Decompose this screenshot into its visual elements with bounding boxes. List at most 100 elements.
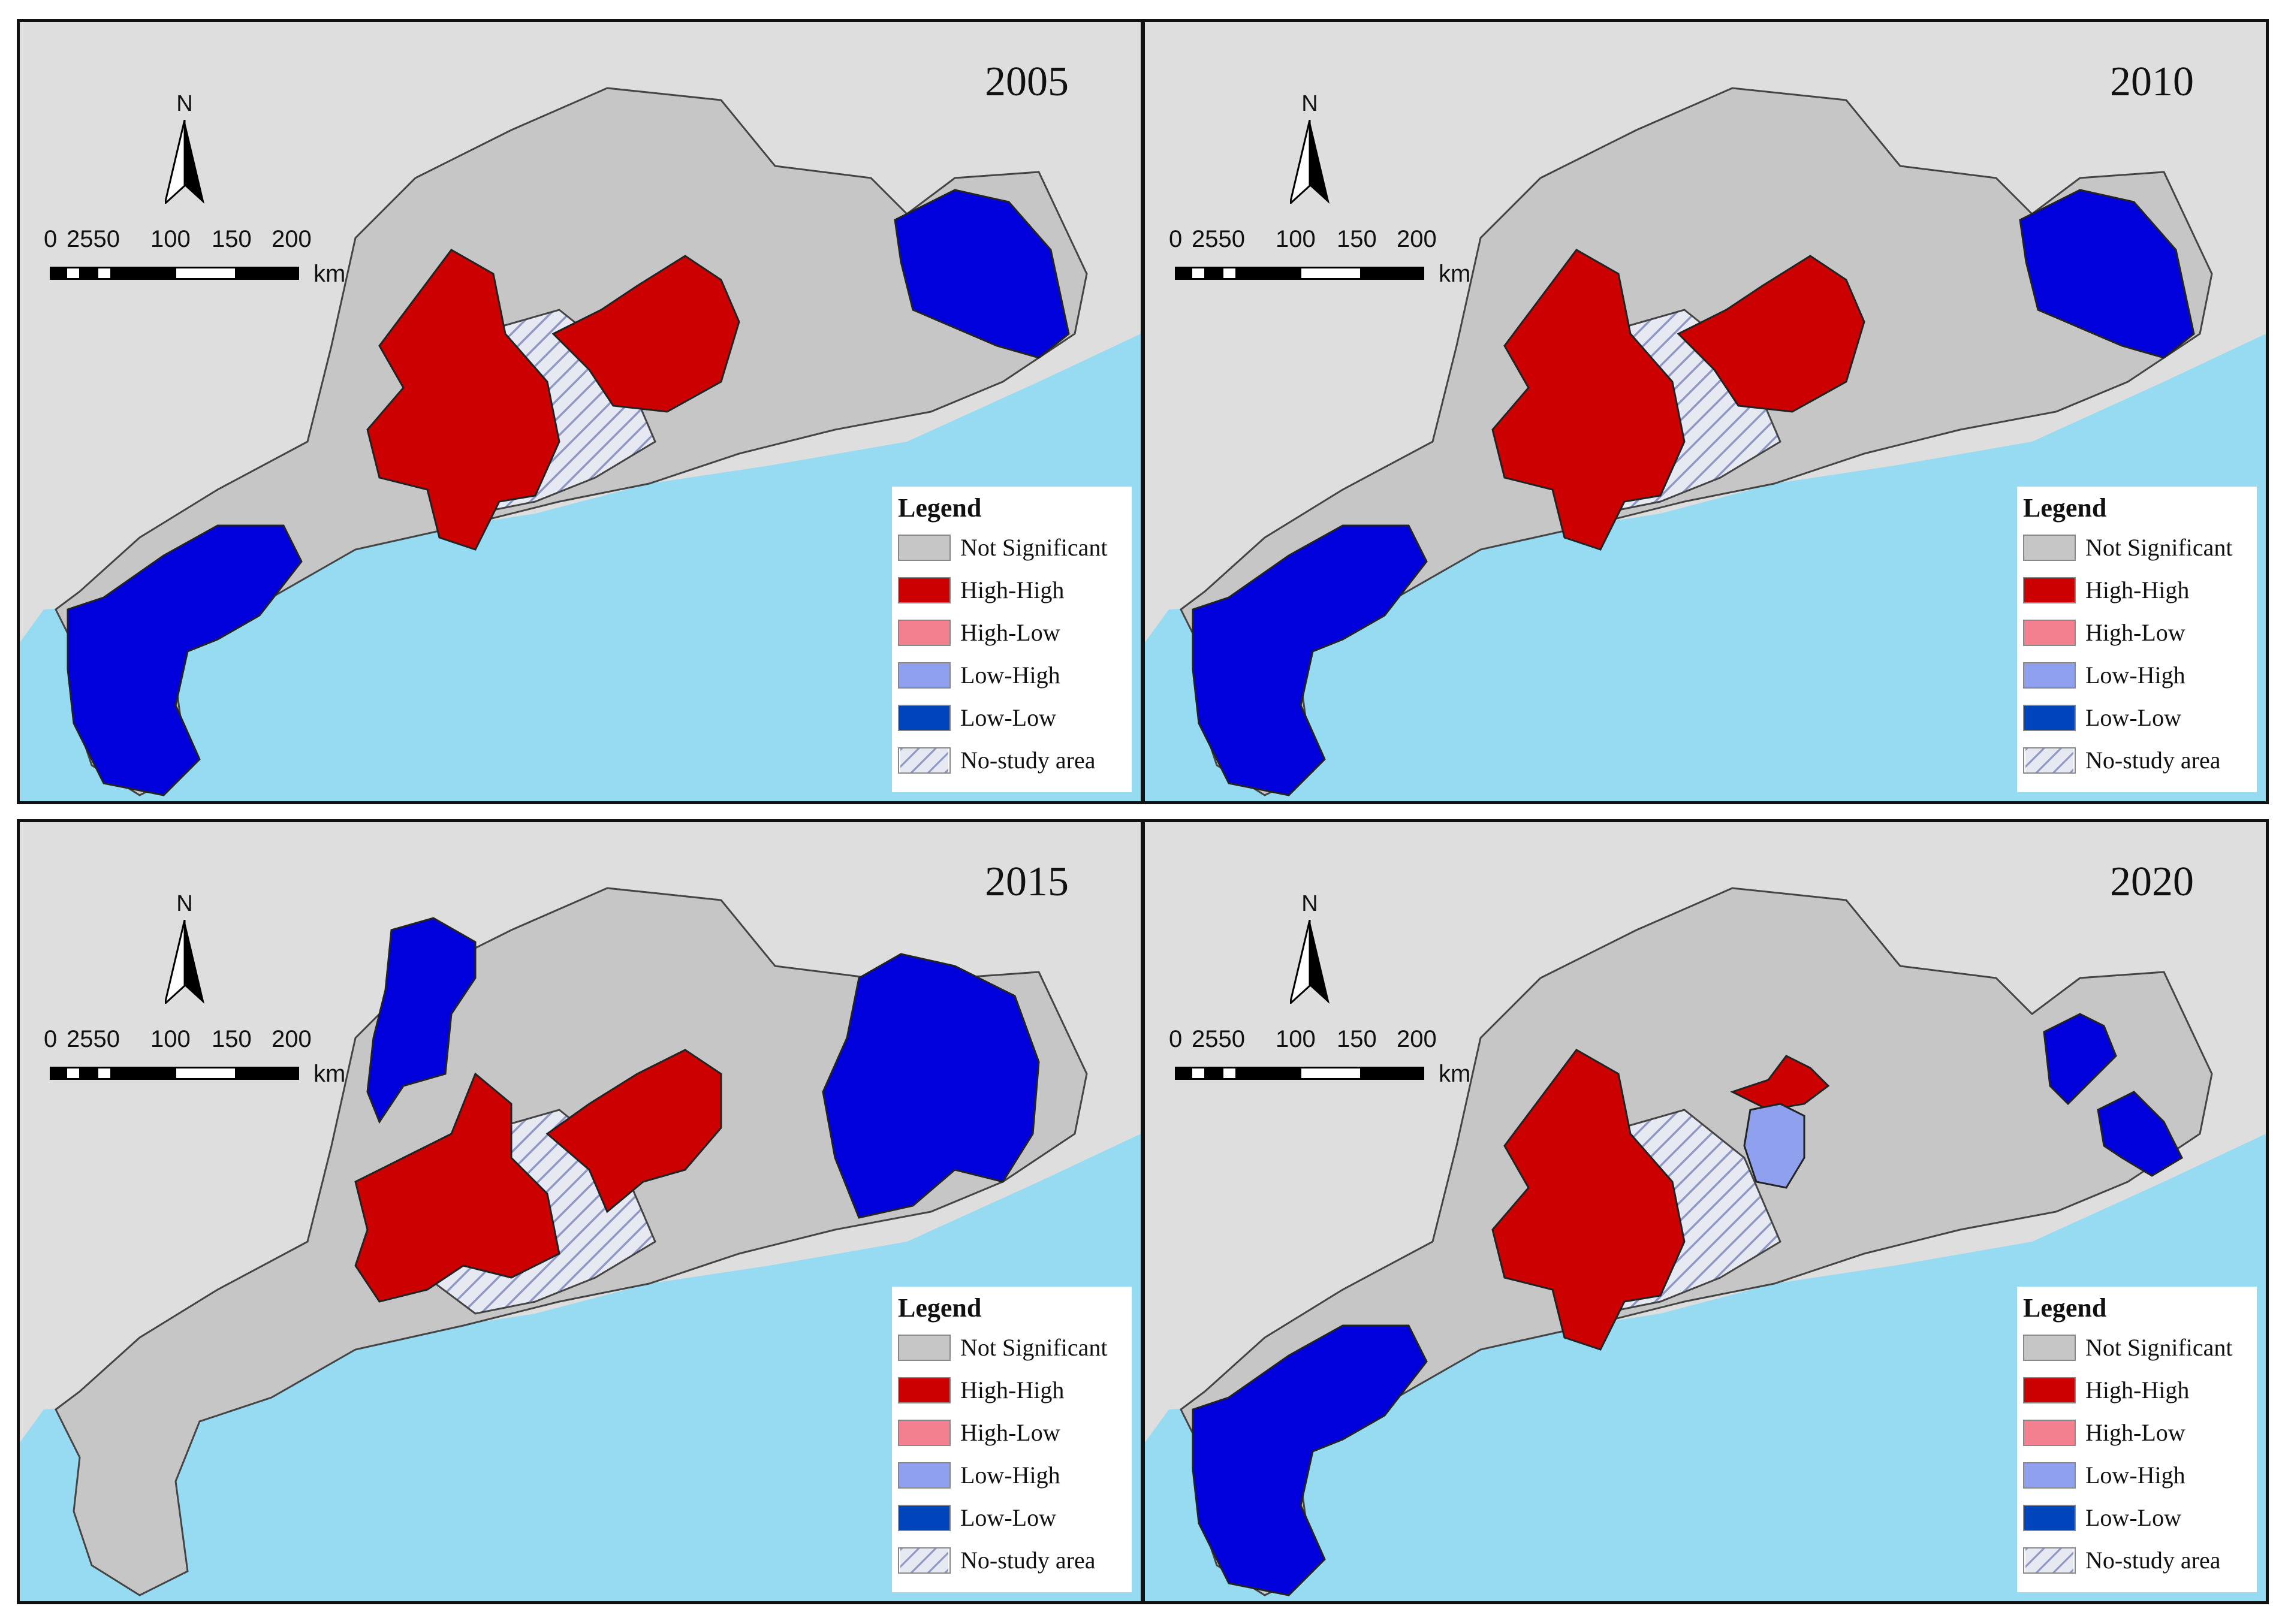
legend-item: High-Low (898, 611, 1132, 654)
legend-item: No-study area (898, 1539, 1132, 1581)
legend-label: High-Low (960, 1419, 1060, 1446)
north-arrow-icon (1290, 120, 1330, 204)
scale-unit: km (1439, 1061, 1471, 1087)
legend-label: Not Significant (960, 534, 1108, 561)
legend-swatch (2023, 576, 2076, 603)
legend-item: Low-High (2023, 1454, 2257, 1496)
high-high-east (551, 255, 740, 413)
legend-item: High-Low (898, 1411, 1132, 1454)
scale-tick: 0 (1169, 226, 1183, 252)
legend-label: High-High (960, 576, 1065, 603)
map-panel-2005: 2005 N 0 2550 100 150 200 km Legend Not … (17, 19, 1144, 804)
legend-item: Low-Low (2023, 696, 2257, 739)
scale-tick: 200 (272, 226, 312, 252)
scale-tick: 2550 (67, 1026, 120, 1052)
legend-swatch (2023, 747, 2076, 774)
legend-swatch (898, 662, 951, 689)
legend-item: Low-Low (898, 1496, 1132, 1539)
legend-item: Low-High (898, 1454, 1132, 1496)
scale-tick: 150 (212, 226, 252, 252)
low-low-southwest (1192, 1324, 1428, 1596)
legend-swatch (2023, 534, 2076, 561)
map-panel-2020: 2020 N 0 2550 100 150 200 km Legend Not … (1142, 819, 2269, 1604)
north-arrow: N (1277, 91, 1343, 211)
low-low-northeast (2019, 189, 2195, 359)
map-panel-2015: 2015 N 0 2550 100 150 200 km Legend Not … (17, 819, 1144, 1604)
map-year: 2020 (2110, 859, 2194, 905)
scale-bar-graphic (50, 1067, 302, 1080)
scale-tick: 2550 (67, 226, 120, 252)
legend-swatch (898, 619, 951, 646)
legend-item: Low-High (2023, 654, 2257, 696)
legend-swatch (2023, 1504, 2076, 1531)
legend-swatch (898, 576, 951, 603)
high-high-west (1491, 249, 1686, 551)
legend-swatch (898, 534, 951, 561)
legend-item: Low-High (898, 654, 1132, 696)
sea (1145, 334, 2266, 801)
legend-label: High-High (2085, 576, 2190, 603)
legend-item: No-study area (898, 739, 1132, 781)
legend: Legend Not Significant High-High High-Lo… (2017, 487, 2257, 792)
legend-label: High-High (960, 1377, 1065, 1403)
legend-label: High-Low (960, 619, 1060, 646)
sea (20, 334, 1141, 801)
low-low-northeast (894, 189, 1070, 359)
low-low-southwest (67, 524, 303, 796)
north-arrow-icon (165, 920, 204, 1004)
scale-tick: 100 (1276, 1026, 1316, 1052)
scale-tick: 100 (150, 226, 191, 252)
legend-label: High-Low (2085, 619, 2185, 646)
legend-label: Low-High (2085, 662, 2185, 689)
scale-tick: 0 (1169, 1026, 1183, 1052)
legend-title: Legend (2023, 1293, 2107, 1323)
north-arrow: N (152, 91, 218, 211)
legend-item: Low-Low (898, 696, 1132, 739)
legend-swatch (898, 1547, 951, 1574)
low-low-northeast-small (2043, 1013, 2117, 1106)
scale-bar: 0 2550 100 150 200 km (1169, 226, 1481, 292)
legend-swatch (2023, 704, 2076, 731)
scale-unit: km (313, 1061, 346, 1087)
legend-swatch (898, 1419, 951, 1446)
legend-label: High-High (2085, 1377, 2190, 1403)
north-arrow: N (152, 891, 218, 1011)
low-low-north (366, 917, 477, 1124)
legend-label: No-study area (960, 747, 1096, 774)
scale-tick: 0 (44, 226, 58, 252)
legend-label: Not Significant (2085, 1334, 2233, 1361)
north-label: N (1301, 891, 1318, 916)
scale-tick: 150 (1337, 1026, 1377, 1052)
scale-tick: 200 (272, 1026, 312, 1052)
legend-label: No-study area (2085, 747, 2221, 774)
high-high-east (1677, 255, 1865, 413)
scale-tick: 150 (1337, 226, 1377, 252)
legend-swatch (2023, 619, 2076, 646)
legend-swatch (898, 704, 951, 731)
legend-label: Low-High (960, 662, 1060, 689)
legend-item: Not Significant (898, 1326, 1132, 1369)
legend-label: No-study area (2085, 1547, 2221, 1574)
low-low-east-small (2097, 1091, 2183, 1177)
scale-unit: km (1439, 261, 1471, 287)
legend-label: Low-Low (2085, 704, 2181, 731)
north-label: N (176, 91, 193, 116)
legend: Legend Not Significant High-High High-Lo… (892, 1287, 1132, 1592)
scale-tick: 150 (212, 1026, 252, 1052)
map-year: 2010 (2110, 59, 2194, 105)
legend-label: Not Significant (960, 1334, 1108, 1361)
legend-label: Low-High (2085, 1462, 2185, 1489)
legend-title: Legend (898, 493, 982, 523)
legend-item: High-High (2023, 569, 2257, 611)
legend-item: High-Low (2023, 1411, 2257, 1454)
legend-swatch (898, 1504, 951, 1531)
legend-swatch (2023, 1462, 2076, 1489)
legend-item: High-High (2023, 1369, 2257, 1411)
scale-tick: 0 (44, 1026, 58, 1052)
legend-label: Not Significant (2085, 534, 2233, 561)
legend-item: Low-Low (2023, 1496, 2257, 1539)
scale-bar: 0 2550 100 150 200 km (1169, 1026, 1481, 1092)
scale-tick: 200 (1397, 226, 1437, 252)
north-label: N (176, 891, 193, 916)
legend-swatch (898, 1462, 951, 1489)
